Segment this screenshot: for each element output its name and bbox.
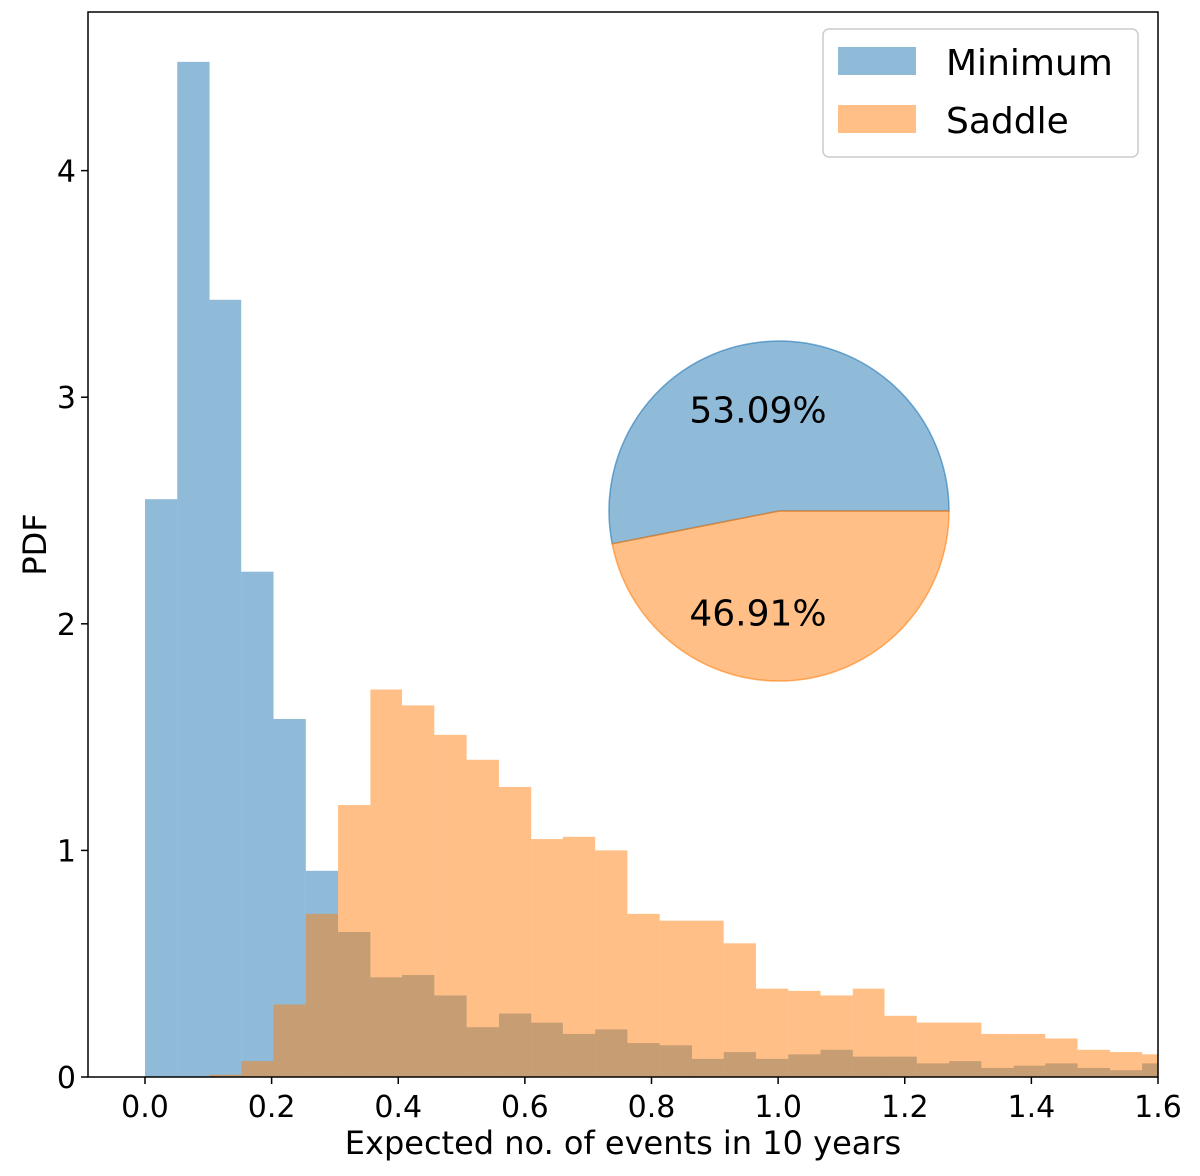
legend-swatch-minimum bbox=[838, 47, 916, 75]
legend: Minimum Saddle bbox=[822, 28, 1139, 158]
y-axis-label: PDF bbox=[16, 513, 54, 575]
x-tick-label-3: 0.6 bbox=[501, 1090, 549, 1125]
saddle-bar-27 bbox=[1077, 1049, 1110, 1077]
saddle-bar-11 bbox=[562, 836, 596, 1077]
saddle-bar-18 bbox=[788, 990, 821, 1077]
y-tick-label-3: 3 bbox=[57, 381, 76, 416]
y-tick-label-2: 2 bbox=[57, 608, 76, 643]
saddle-bar-24 bbox=[981, 1033, 1014, 1077]
minimum-bar-1 bbox=[177, 61, 210, 1078]
x-axis-label: Expected no. of events in 10 years bbox=[345, 1124, 901, 1162]
x-tick-label-1: 0.2 bbox=[248, 1090, 296, 1125]
saddle-bar-0 bbox=[209, 1074, 242, 1077]
saddle-bar-9 bbox=[498, 786, 532, 1077]
saddle-bar-17 bbox=[755, 988, 789, 1077]
saddle-bar-15 bbox=[692, 920, 724, 1077]
y-tick-label-0: 0 bbox=[57, 1061, 76, 1096]
saddle-bar-4 bbox=[338, 805, 371, 1077]
pie-label-saddle: 46.91% bbox=[689, 594, 826, 635]
saddle-bar-13 bbox=[627, 913, 660, 1077]
saddle-bar-16 bbox=[723, 943, 756, 1077]
saddle-bar-1 bbox=[241, 1061, 274, 1077]
saddle-bar-19 bbox=[820, 995, 853, 1077]
pie-slice-saddle bbox=[611, 510, 950, 682]
saddle-bar-22 bbox=[916, 1022, 950, 1077]
series-saddle bbox=[209, 689, 1158, 1077]
x-tick-label-2: 0.4 bbox=[374, 1090, 422, 1125]
x-tick-label-0: 0.0 bbox=[121, 1090, 169, 1125]
saddle-bar-14 bbox=[659, 920, 693, 1077]
saddle-bar-21 bbox=[884, 1015, 917, 1077]
saddle-bar-20 bbox=[852, 988, 885, 1077]
saddle-bar-10 bbox=[531, 839, 563, 1077]
saddle-bar-12 bbox=[595, 850, 628, 1077]
legend-swatch-saddle bbox=[838, 105, 916, 133]
legend-label-saddle: Saddle bbox=[946, 101, 1069, 142]
minimum-bar-0 bbox=[144, 499, 178, 1077]
plot-frame bbox=[87, 11, 1159, 1078]
saddle-bar-29 bbox=[1142, 1054, 1158, 1077]
y-tick-label-1: 1 bbox=[57, 834, 76, 869]
pie-slice-minimum bbox=[608, 340, 950, 545]
y-tick-label-4: 4 bbox=[57, 155, 76, 190]
axis-ticks: 0.0 0.2 0.4 0.6 0.8 1.0 1.2 1.4 1.6 0 1 2 3 4 bbox=[57, 155, 1182, 1125]
histogram-bars bbox=[144, 61, 1158, 1078]
legend-label-minimum: Minimum bbox=[946, 43, 1113, 84]
saddle-bar-8 bbox=[466, 759, 499, 1077]
x-tick-label-4: 0.8 bbox=[628, 1090, 676, 1125]
saddle-bar-3 bbox=[305, 913, 339, 1077]
saddle-bar-7 bbox=[434, 734, 467, 1077]
x-tick-label-7: 1.4 bbox=[1008, 1090, 1056, 1125]
minimum-bar-2 bbox=[209, 299, 242, 1077]
x-tick-label-5: 1.0 bbox=[754, 1090, 802, 1125]
saddle-bar-5 bbox=[370, 689, 403, 1077]
pie-label-minimum: 53.09% bbox=[689, 390, 826, 431]
saddle-bar-28 bbox=[1109, 1052, 1143, 1077]
saddle-bar-23 bbox=[949, 1022, 982, 1077]
inset-pie-chart: 53.09% 46.91% bbox=[608, 340, 950, 682]
x-tick-label-6: 1.2 bbox=[881, 1090, 929, 1125]
saddle-bar-6 bbox=[402, 705, 435, 1077]
saddle-bar-2 bbox=[273, 1004, 306, 1077]
x-tick-label-8: 1.6 bbox=[1134, 1090, 1182, 1125]
saddle-bar-25 bbox=[1013, 1033, 1046, 1077]
minimum-bar-3 bbox=[241, 571, 274, 1077]
saddle-bar-26 bbox=[1045, 1038, 1078, 1077]
